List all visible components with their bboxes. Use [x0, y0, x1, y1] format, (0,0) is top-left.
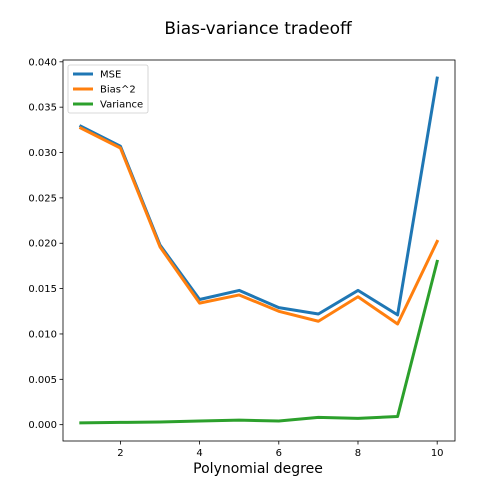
y-tick-label: 0.035: [28, 103, 57, 114]
x-tick-label: 10: [431, 448, 444, 459]
x-tick-label: 2: [117, 448, 123, 459]
series-lines: [78, 76, 440, 425]
x-axis: 2 4 6 8 10: [117, 441, 444, 459]
y-tick-label: 0.010: [28, 329, 57, 340]
series-line-mse: [78, 76, 439, 317]
legend-label: MSE: [100, 70, 121, 81]
x-tick-label: 4: [196, 448, 202, 459]
y-tick-label: 0.040: [28, 57, 57, 68]
plot-area: [62, 59, 456, 442]
y-tick-label: 0.020: [28, 239, 57, 250]
y-tick-label: 0.000: [28, 420, 57, 431]
legend-box: [67, 64, 149, 114]
legend-label: Variance: [100, 100, 143, 111]
y-tick-label: 0.015: [28, 284, 57, 295]
x-tick-label: 8: [355, 448, 361, 459]
y-tick-label: 0.030: [28, 148, 57, 159]
series-line-variance: [79, 259, 440, 425]
x-axis-label: Polynomial degree: [193, 461, 323, 477]
chart-title: Bias-variance tradeoff: [164, 19, 353, 39]
legend-label: Bias^2: [100, 85, 136, 96]
legend: MSE Bias^2 Variance: [67, 64, 149, 114]
y-axis: 0.000 0.005 0.010 0.015 0.020 0.025 0.030 0.035…: [28, 57, 63, 431]
series-line-bias-2: [78, 126, 440, 326]
x-tick-label: 6: [276, 448, 282, 459]
y-tick-label: 0.005: [28, 375, 57, 386]
y-tick-label: 0.025: [28, 193, 57, 204]
